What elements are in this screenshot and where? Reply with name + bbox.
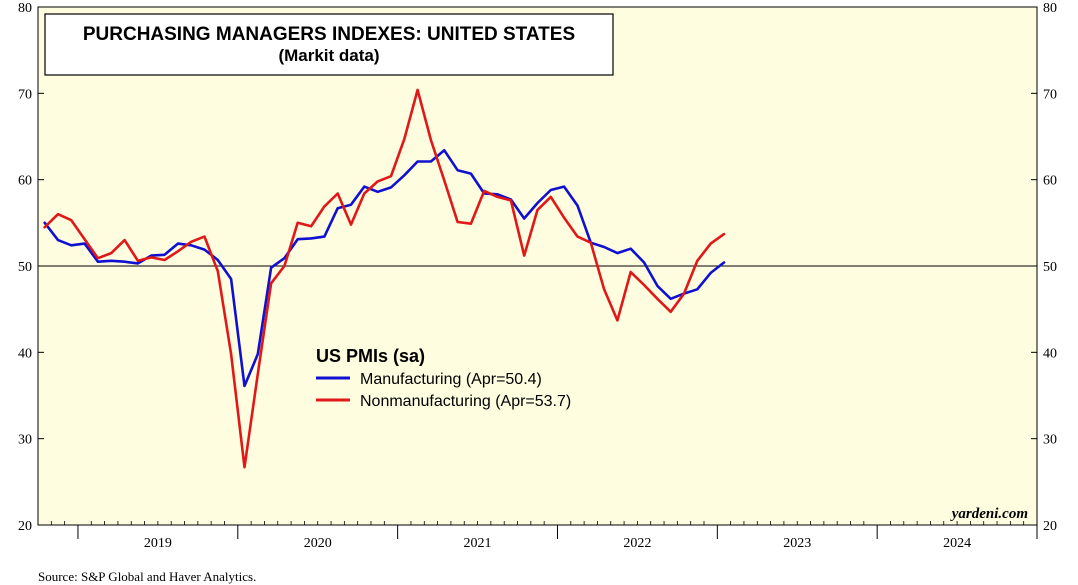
y-tick-label-left: 20: [18, 519, 32, 534]
series-line-nonmanufacturing: [43, 88, 726, 469]
legend-label-manufacturing: Manufacturing (Apr=50.4): [360, 371, 542, 388]
y-tick-label-right: 80: [1043, 1, 1057, 16]
x-year-label: 2020: [304, 536, 332, 551]
y-tick-label-left: 70: [18, 87, 32, 102]
watermark: yardeni.com: [950, 506, 1028, 522]
source-note: Source: S&P Global and Haver Analytics.: [38, 569, 256, 584]
legend-title: US PMIs (sa): [316, 346, 425, 366]
y-tick-label-right: 50: [1043, 260, 1057, 275]
y-tick-label-left: 30: [18, 433, 32, 448]
y-tick-label-right: 40: [1043, 346, 1057, 361]
y-tick-label-left: 80: [18, 1, 32, 16]
y-tick-label-right: 30: [1043, 433, 1057, 448]
series-line-manufacturing: [43, 149, 726, 388]
y-tick-label-left: 40: [18, 346, 32, 361]
x-year-label: 2022: [623, 536, 651, 551]
x-year-label: 2023: [783, 536, 811, 551]
x-year-label: 2021: [464, 536, 492, 551]
y-tick-label-right: 60: [1043, 174, 1057, 189]
chart-subtitle: (Markit data): [278, 46, 379, 65]
title-box: [44, 13, 614, 76]
y-tick-label-right: 20: [1043, 519, 1057, 534]
y-tick-label-left: 50: [18, 260, 32, 275]
y-tick-label-right: 70: [1043, 87, 1057, 102]
legend-label-nonmanufacturing: Nonmanufacturing (Apr=53.7): [360, 393, 571, 410]
x-year-label: 2019: [144, 536, 172, 551]
x-year-label: 2024: [943, 536, 971, 551]
series-layer: [43, 88, 726, 469]
y-tick-label-left: 60: [18, 174, 32, 189]
chart-title: PURCHASING MANAGERS INDEXES: UNITED STAT…: [83, 24, 575, 45]
